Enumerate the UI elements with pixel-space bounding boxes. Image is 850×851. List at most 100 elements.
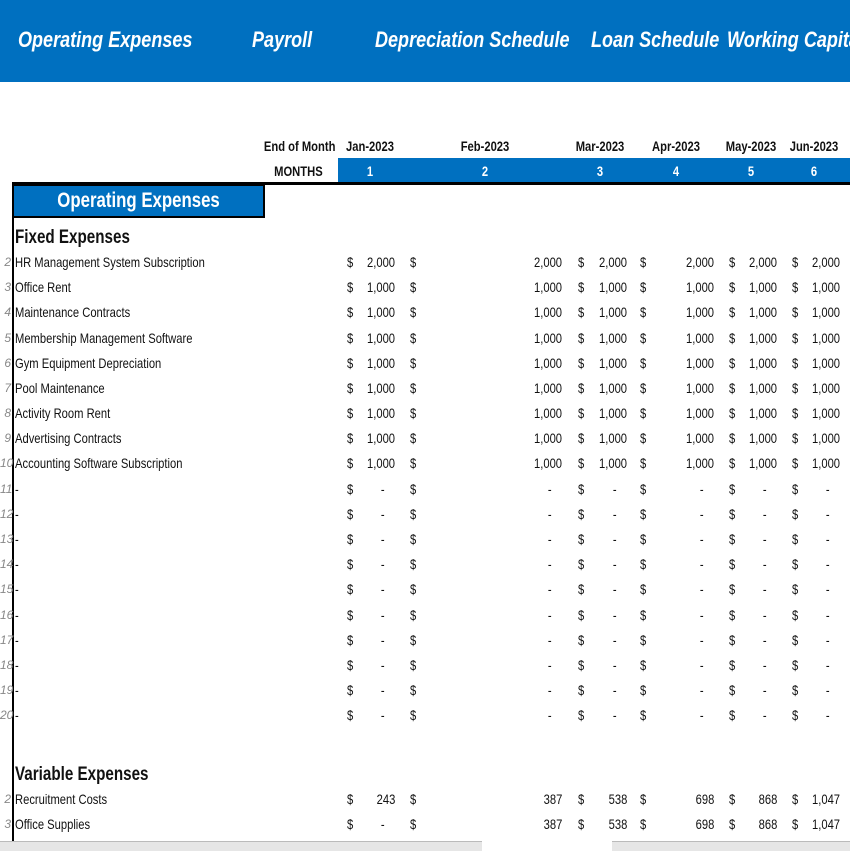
cell-value[interactable]: - (826, 556, 830, 573)
cell-value[interactable]: 1,000 (598, 379, 627, 396)
row-label[interactable]: - (15, 682, 19, 699)
cell-value[interactable]: 1,000 (811, 329, 840, 346)
cell-value[interactable]: 698 (695, 816, 714, 832)
cell-value[interactable]: 1,000 (366, 430, 395, 447)
cell-value[interactable]: 1,000 (533, 430, 562, 447)
cell-value[interactable]: 1,000 (598, 354, 627, 371)
cell-value[interactable]: 1,047 (811, 816, 840, 832)
cell-value[interactable]: 1,000 (811, 304, 840, 321)
cell-value[interactable]: 1,000 (366, 304, 395, 321)
cell-value[interactable]: 2,000 (748, 254, 777, 270)
cell-value[interactable]: - (613, 480, 617, 497)
cell-value[interactable]: 1,000 (598, 279, 627, 296)
cell-value[interactable]: - (763, 606, 767, 623)
cell-value[interactable]: 2,000 (685, 254, 714, 270)
nav-depreciation-schedule[interactable]: Depreciation Schedule (375, 27, 570, 52)
cell-value[interactable]: - (381, 530, 385, 547)
cell-value[interactable]: - (613, 656, 617, 673)
cell-value[interactable]: 2,000 (598, 254, 627, 270)
cell-value[interactable]: - (826, 581, 830, 598)
cell-value[interactable]: - (826, 606, 830, 623)
cell-value[interactable]: 1,000 (685, 430, 714, 447)
cell-value[interactable]: - (826, 480, 830, 497)
cell-value[interactable]: - (826, 530, 830, 547)
cell-value[interactable]: - (826, 682, 830, 699)
cell-value[interactable]: 1,000 (685, 455, 714, 472)
cell-value[interactable]: 1,000 (533, 329, 562, 346)
cell-value[interactable]: 1,000 (811, 279, 840, 296)
cell-value[interactable]: - (763, 682, 767, 699)
cell-value[interactable]: - (763, 530, 767, 547)
cell-value[interactable]: - (381, 556, 385, 573)
row-label[interactable]: - (15, 656, 19, 673)
cell-value[interactable]: 1,000 (533, 405, 562, 422)
nav-loan-schedule[interactable]: Loan Schedule (591, 27, 720, 52)
cell-value[interactable]: - (700, 530, 704, 547)
cell-value[interactable]: 698 (695, 791, 714, 807)
cell-value[interactable]: - (700, 606, 704, 623)
cell-value[interactable]: - (613, 530, 617, 547)
cell-value[interactable]: - (381, 631, 385, 648)
cell-value[interactable]: - (381, 581, 385, 598)
cell-value[interactable]: 1,000 (748, 455, 777, 472)
cell-value[interactable]: - (700, 581, 704, 598)
cell-value[interactable]: - (548, 581, 552, 598)
cell-value[interactable]: 1,000 (533, 304, 562, 321)
cell-value[interactable]: 1,000 (598, 304, 627, 321)
row-label[interactable]: Activity Room Rent (15, 405, 111, 422)
cell-value[interactable]: 1,000 (811, 405, 840, 422)
cell-value[interactable]: 868 (758, 816, 777, 832)
row-label[interactable]: Recruitment Costs (15, 791, 108, 807)
cell-value[interactable]: 2,000 (366, 254, 395, 270)
row-label[interactable]: Membership Management Software (15, 329, 193, 346)
row-label[interactable]: Office Supplies (15, 816, 91, 832)
cell-value[interactable]: 1,000 (811, 430, 840, 447)
cell-value[interactable]: - (763, 480, 767, 497)
cell-value[interactable]: - (548, 656, 552, 673)
cell-value[interactable]: - (548, 707, 552, 724)
cell-value[interactable]: - (613, 707, 617, 724)
row-label[interactable]: - (15, 505, 19, 522)
cell-value[interactable]: 868 (758, 791, 777, 807)
sheet-tabs-bar[interactable] (0, 841, 482, 851)
cell-value[interactable]: 1,000 (811, 354, 840, 371)
cell-value[interactable]: - (700, 556, 704, 573)
cell-value[interactable]: 387 (543, 791, 562, 807)
row-label[interactable]: - (15, 631, 19, 648)
cell-value[interactable]: - (381, 606, 385, 623)
cell-value[interactable]: 2,000 (811, 254, 840, 270)
cell-value[interactable]: - (613, 581, 617, 598)
cell-value[interactable]: - (548, 682, 552, 699)
cell-value[interactable]: - (826, 631, 830, 648)
row-label[interactable]: Maintenance Contracts (15, 304, 131, 321)
cell-value[interactable]: 1,000 (598, 405, 627, 422)
cell-value[interactable]: 243 (376, 791, 395, 807)
cell-value[interactable]: - (548, 480, 552, 497)
cell-value[interactable]: - (700, 707, 704, 724)
cell-value[interactable]: - (548, 606, 552, 623)
row-label[interactable]: Office Rent (15, 279, 71, 296)
cell-value[interactable]: 1,000 (748, 329, 777, 346)
cell-value[interactable]: 387 (543, 816, 562, 832)
cell-value[interactable]: - (613, 505, 617, 522)
cell-value[interactable]: 1,000 (811, 379, 840, 396)
cell-value[interactable]: - (763, 556, 767, 573)
cell-value[interactable]: 1,000 (748, 304, 777, 321)
cell-value[interactable]: 1,000 (366, 455, 395, 472)
cell-value[interactable]: - (613, 631, 617, 648)
cell-value[interactable]: - (826, 707, 830, 724)
cell-value[interactable]: - (381, 816, 385, 832)
cell-value[interactable]: 1,047 (811, 791, 840, 807)
cell-value[interactable]: 1,000 (533, 379, 562, 396)
cell-value[interactable]: - (763, 505, 767, 522)
cell-value[interactable]: 1,000 (748, 354, 777, 371)
row-label[interactable]: Pool Maintenance (15, 379, 105, 396)
row-label[interactable]: - (15, 480, 19, 497)
cell-value[interactable]: - (381, 656, 385, 673)
cell-value[interactable]: 1,000 (748, 430, 777, 447)
cell-value[interactable]: - (700, 505, 704, 522)
row-label[interactable]: Advertising Contracts (15, 430, 122, 447)
cell-value[interactable]: 1,000 (685, 379, 714, 396)
row-label[interactable]: Accounting Software Subscription (15, 455, 183, 472)
cell-value[interactable]: - (763, 707, 767, 724)
